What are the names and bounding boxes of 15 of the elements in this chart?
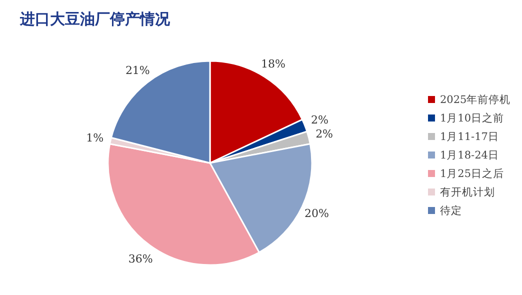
data-label: 21% (125, 64, 150, 77)
legend-label: 1月25日之后 (440, 167, 504, 180)
legend-label: 1月10日之前 (440, 112, 504, 124)
chart-title: 进口大豆油厂停产情况 (19, 10, 171, 28)
legend-label: 2025年前停机 (440, 94, 511, 106)
legend-label: 1月11-17日 (440, 131, 499, 143)
legend-label: 1月18-24日 (440, 150, 499, 162)
data-label: 2% (310, 114, 328, 127)
data-label: 20% (304, 207, 329, 220)
data-label: 1% (86, 131, 104, 144)
data-label: 2% (316, 128, 334, 141)
data-label: 18% (261, 57, 286, 70)
data-label: 36% (128, 252, 153, 266)
legend-label: 有开机计划 (440, 186, 495, 198)
legend-label: 待定 (440, 204, 462, 217)
